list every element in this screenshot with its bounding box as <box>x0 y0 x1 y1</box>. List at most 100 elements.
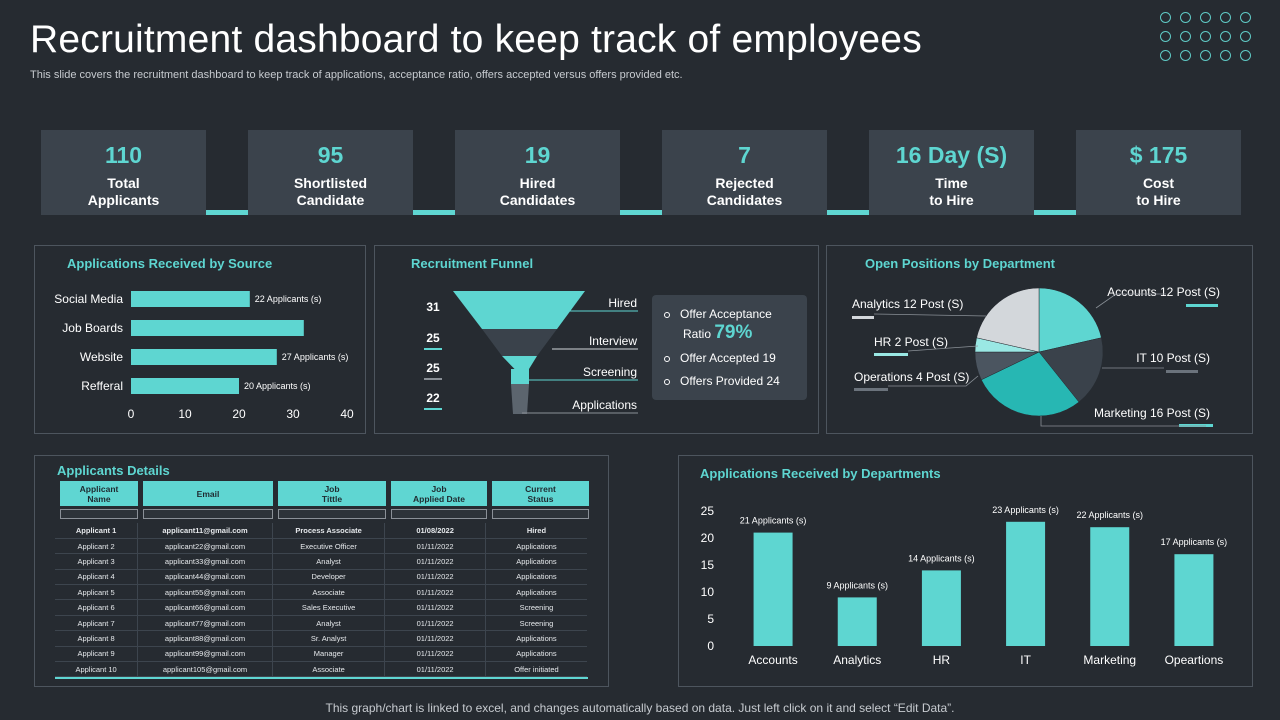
applicants-title: Applicants Details <box>57 463 170 478</box>
table-cell: Applications <box>485 569 587 586</box>
pie-chart-title: Open Positions by Department <box>865 256 1055 271</box>
decor-dot <box>1180 12 1191 23</box>
table-cell: Applicant 7 <box>55 615 139 632</box>
pie-leader-line <box>888 375 979 387</box>
pie-label: Analytics 12 Post (S) <box>852 297 963 311</box>
decor-dot <box>1180 50 1191 61</box>
kpi-connector <box>206 210 248 215</box>
pie-slice <box>981 351 1080 417</box>
table-cell: Executive Officer <box>272 538 386 555</box>
dept-category-label: IT <box>1020 653 1031 667</box>
table-cell: Applications <box>485 646 587 663</box>
decor-dot <box>1160 12 1171 23</box>
departments-panel <box>678 455 1253 687</box>
acceptance-label: Offer Acceptance <box>680 307 772 321</box>
funnel-value-underline <box>424 408 442 410</box>
column-header[interactable]: Job Applied Date <box>391 481 487 506</box>
source-bar <box>131 291 250 307</box>
column-filter-input[interactable] <box>60 509 138 519</box>
offers-provided-item: Offers Provided 24 <box>664 374 780 388</box>
funnel-stage-label: Hired <box>608 296 637 310</box>
column-filter-input[interactable] <box>391 509 487 519</box>
offer-accepted-item: Offer Accepted 19 <box>664 351 776 365</box>
table-cell: 01/11/2022 <box>384 584 486 601</box>
funnel-stage-label: Applications <box>572 398 637 412</box>
column-header[interactable]: Applicant Name <box>60 481 138 506</box>
decor-dot <box>1240 31 1251 42</box>
dept-bar <box>1090 527 1130 646</box>
funnel-stage <box>482 329 557 356</box>
source-panel <box>34 245 366 434</box>
dept-data-label: 22 Applicants (s) <box>1076 510 1143 520</box>
table-cell: applicant88@gmail.com <box>137 630 273 647</box>
table-cell: 01/11/2022 <box>384 553 486 570</box>
kpi-label: Shortlisted Candidate <box>293 175 368 208</box>
pie-slice <box>976 287 1040 353</box>
pie-label-marker <box>1166 370 1198 373</box>
source-tick-label: 20 <box>232 407 246 421</box>
source-category-label: Refferal <box>81 379 123 393</box>
dept-tick-label: 20 <box>701 531 715 545</box>
funnel-value-label: 25 <box>426 331 440 345</box>
offer-accepted-text: Offer Accepted 19 <box>680 351 776 365</box>
decor-dot <box>1240 50 1251 61</box>
table-row: Applicant 9 applicant99@gmail.com Manager 0… <box>55 646 587 663</box>
dept-category-label: Accounts <box>748 653 797 667</box>
table-cell: applicant33@gmail.com <box>137 553 273 570</box>
column-header[interactable]: Job Tittle <box>278 481 386 506</box>
source-bar <box>131 349 277 365</box>
applicants-table-header: Applicant Name Email Job Tittle Job Applied Da… <box>55 481 594 506</box>
dept-bar <box>1174 554 1214 646</box>
page-title: Recruitment dashboard to keep track of e… <box>30 18 922 61</box>
column-filter-input[interactable] <box>143 509 273 519</box>
source-category-label: Job Boards <box>62 321 123 335</box>
footer-note: This graph/chart is linked to excel, and… <box>325 701 955 715</box>
ratio-label: Ratio <box>683 327 712 341</box>
source-data-label: 20 Applicants (s) <box>244 381 311 391</box>
pie-leader-line <box>907 345 979 352</box>
kpi-card: $ 175 Cost to Hire <box>1076 130 1241 215</box>
decor-dot <box>1220 12 1231 23</box>
kpi-connector <box>1034 210 1076 215</box>
funnel-stage-label: Screening <box>583 365 637 379</box>
decor-dot <box>1220 50 1231 61</box>
source-chart-title: Applications Received by Source <box>67 256 273 271</box>
decor-dot <box>1160 50 1171 61</box>
table-cell: Applicant 3 <box>55 553 139 570</box>
pie-label: HR 2 Post (S) <box>874 335 948 349</box>
dept-tick-label: 10 <box>701 585 715 599</box>
kpi-label: Hired Candidates <box>499 175 576 208</box>
decor-dot <box>1160 31 1171 42</box>
funnel-value-label: 25 <box>426 361 440 375</box>
kpi-label: Time to Hire <box>929 175 974 208</box>
column-filter-input[interactable] <box>492 509 589 519</box>
kpi-value: 16 Day (S) <box>895 142 1008 168</box>
decor-dot <box>1200 31 1211 42</box>
dept-tick-label: 5 <box>707 612 714 626</box>
pie-label-marker <box>854 388 888 391</box>
table-cell: Process Associate <box>272 523 386 539</box>
pie-slice <box>1038 287 1102 353</box>
acceptance-ratio-item: Offer Acceptance <box>664 307 772 321</box>
table-cell: Applicant 4 <box>55 569 139 586</box>
table-row: Applicant 7 applicant77@gmail.com Analyst 0… <box>55 615 587 632</box>
dept-bar <box>1006 521 1046 646</box>
table-row: Applicant 8 applicant88@gmail.com Sr. Anal… <box>55 630 587 647</box>
kpi-value: 19 <box>524 142 551 168</box>
column-filter-input[interactable] <box>278 509 386 519</box>
pie-label: Marketing 16 Post (S) <box>1094 406 1210 420</box>
table-row: Applicant 5 applicant55@gmail.com Associat… <box>55 584 587 601</box>
table-row: Applicant 3 applicant33@gmail.com Analyst 0… <box>55 553 587 570</box>
table-cell: Applicant 1 <box>55 523 139 539</box>
table-cell: Sr. Analyst <box>272 630 386 647</box>
table-cell: applicant22@gmail.com <box>137 538 273 555</box>
dept-category-label: Marketing <box>1083 653 1136 667</box>
table-row: Applicant 1 applicant11@gmail.com Process … <box>55 523 587 539</box>
column-header[interactable]: Current Status <box>492 481 589 506</box>
source-category-label: Social Media <box>54 292 123 306</box>
dept-tick-label: 15 <box>701 558 715 572</box>
recruitment-funnel: Hired Interview Screening Applications 31 25 2… <box>424 291 638 414</box>
column-header[interactable]: Email <box>143 481 273 506</box>
funnel-stage-label: Interview <box>589 334 637 348</box>
dept-category-label: HR <box>933 653 951 667</box>
